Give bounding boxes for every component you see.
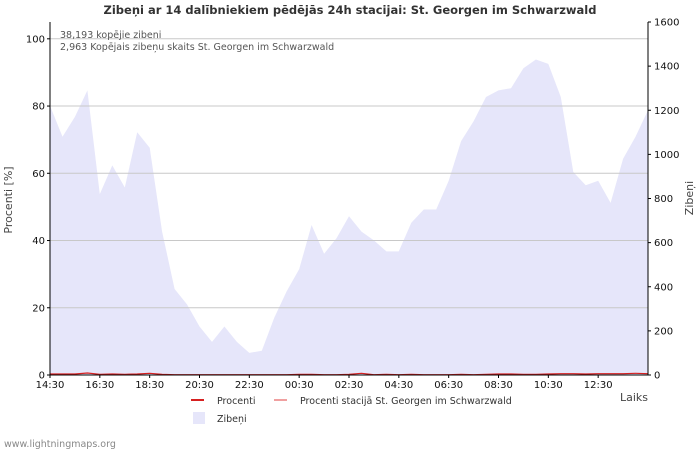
legend-label-procenti: Procenti [217,396,256,407]
y-right-tick-label-400: 400 [654,282,673,293]
legend: Procenti Procenti stacijā St. Georgen im… [191,396,512,425]
y-left-tick-label-0: 0 [39,371,45,382]
gridlines [50,38,648,309]
y-right-tick-label-600: 600 [654,238,673,249]
y-right-tick-label-0: 0 [654,371,660,382]
legend-label-procenti-station: Procenti stacijā St. Georgen im Schwarzw… [300,396,512,407]
legend-label-zibeni: Zibeņi [217,414,247,425]
y-axis-left-label: Procenti [%] [2,166,15,233]
annotation-total: 38,193 kopējie zibeni [60,30,161,41]
x-tick-label-12:30: 12:30 [584,380,613,391]
y-left-tick-label-60: 60 [32,169,45,180]
legend-swatch-zibeni [193,412,205,424]
x-tick-label-00:30: 00:30 [285,380,314,391]
chart-title: Zibeņi ar 14 dalībniekiem pēdējās 24h st… [104,3,597,17]
x-tick-label-16:30: 16:30 [85,380,114,391]
y-right-tick-label-1200: 1200 [654,106,679,117]
y-right-tick-label-800: 800 [654,194,673,205]
x-tick-label-18:30: 18:30 [135,380,164,391]
y-right-tick-label-200: 200 [654,326,673,337]
x-tick-label-22:30: 22:30 [235,380,264,391]
line-procenti [50,372,649,376]
x-tick-label-14:30: 14:30 [36,380,65,391]
y-left-tick-label-80: 80 [32,102,45,113]
x-tick-label-02:30: 02:30 [335,380,364,391]
y-left-tick-label-100: 100 [26,34,45,45]
x-tick-label-10:30: 10:30 [534,380,563,391]
y-right-tick-label-1000: 1000 [654,150,679,161]
x-tick-label-06:30: 06:30 [434,380,463,391]
x-tick-label-04:30: 04:30 [384,380,413,391]
annotation-station: 2,963 Kopējais zibeņu skaits St. Georgen… [60,42,334,53]
area-zibeni [50,59,648,375]
y-right-tick-label-1600: 1600 [654,18,679,29]
y-axis-left-ticks: 0 20 40 60 80 100 [26,34,50,382]
y-axis-right-label: Zibeņi [683,181,696,215]
y-left-tick-label-40: 40 [32,236,45,247]
y-right-tick-label-1400: 1400 [654,62,679,73]
y-left-tick-label-20: 20 [32,303,45,314]
x-tick-label-20:30: 20:30 [185,380,214,391]
x-axis-ticks: 14:30 16:30 18:30 20:30 22:30 00:30 02:30 04:30… [36,375,613,391]
y-axis-right-ticks: 0 200 400 600 800 1000 1200 1400 1600 [648,18,679,382]
x-axis-label: Laiks [620,391,648,404]
x-tick-label-08:30: 08:30 [484,380,513,391]
footer-credit: www.lightningmaps.org [4,439,116,450]
